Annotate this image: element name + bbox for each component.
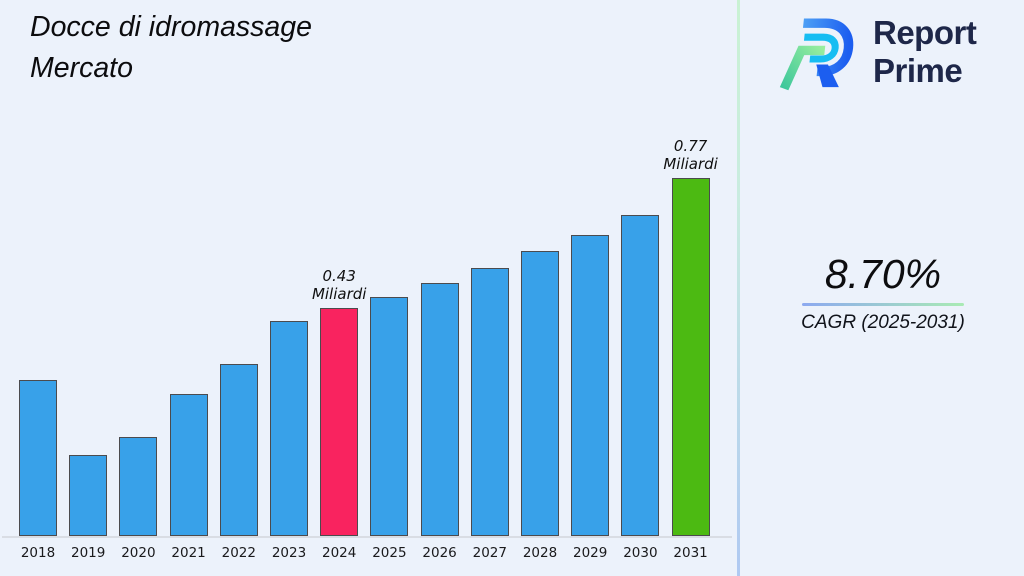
annotation-2031: 0.77 Miliardi [663,137,718,173]
bar-2026 [420,283,459,536]
logo-text-report: Report [873,14,977,51]
x-tick-2021: 2021 [171,545,206,561]
x-tick-2024: 2024 [322,545,357,561]
x-tick-2028: 2028 [522,545,558,561]
panel-separator [737,0,740,576]
bar-2031 [671,178,710,536]
market-bar-chart: 2018 2019 2020 2021 2022 2023 2024 2025 2026 2027… [2,137,732,561]
annotation-2024: 0.43 Miliardi [311,267,367,303]
bar-2022 [219,364,258,536]
cagr-block: 8.70% CAGR (2025-2031) [792,250,974,334]
page-title: Docce di idromassage Mercato [30,7,312,89]
logo-text-prime: Prime [873,52,963,89]
page-title-line1: Docce di idromassage [30,11,312,43]
cagr-label: CAGR (2025-2031) [801,312,965,333]
cagr-underline [802,303,964,306]
x-tick-2027: 2027 [472,545,507,561]
x-tick-2029: 2029 [573,545,608,561]
x-tick-2031: 2031 [673,545,708,561]
page-title-line2: Mercato [30,52,133,84]
bar-2023 [270,321,308,536]
bar-2025 [370,297,409,536]
report-prime-logo-icon [779,18,854,91]
x-tick-2025: 2025 [372,545,407,561]
x-tick-2026: 2026 [422,545,457,561]
x-tick-2030: 2030 [623,545,658,561]
report-prime-logo: Report Prime [778,10,1008,96]
bar-2028 [521,251,559,536]
bar-2019 [69,455,108,536]
bar-2027 [470,268,509,536]
bar-2024 [320,308,359,536]
logo-wordmark: Report Prime [873,14,977,90]
bar-2020 [119,437,158,536]
bar-2021 [169,394,208,536]
x-tick-2023: 2023 [271,545,307,561]
x-tick-2018: 2018 [20,545,56,561]
x-axis-line [2,536,732,538]
x-tick-2019: 2019 [71,545,106,561]
x-tick-2020: 2020 [121,545,156,561]
bar-2030 [621,215,660,536]
cagr-value: 8.70% [824,251,942,297]
x-tick-2022: 2022 [221,545,256,561]
bar-2029 [571,235,610,536]
bar-2018 [19,380,57,536]
